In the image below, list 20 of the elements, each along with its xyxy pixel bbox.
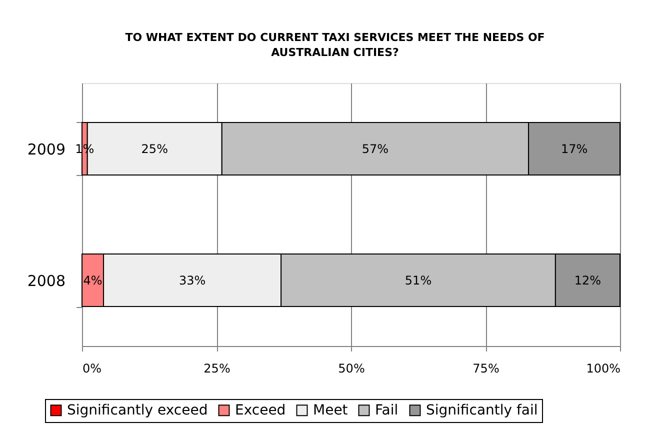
data-label: 33%	[178, 273, 206, 288]
x-tick-label: 100%	[586, 362, 620, 376]
data-label: 57%	[362, 142, 389, 156]
y-tick-label: 2009	[27, 140, 66, 158]
x-tick-label: 50%	[338, 362, 365, 376]
data-label: 25%	[141, 142, 168, 156]
legend-label: Exceed	[235, 402, 286, 418]
legend-label: Significantly exceed	[67, 402, 208, 418]
legend-label: Meet	[313, 402, 348, 418]
data-label: 4%	[83, 273, 102, 288]
data-label: 51%	[404, 273, 432, 288]
legend-label: Fail	[375, 402, 398, 418]
data-label: 12%	[574, 273, 602, 288]
x-tick-label: 75%	[472, 362, 500, 376]
x-tick-label: 0%	[82, 362, 102, 376]
x-tick-label: 25%	[204, 362, 230, 376]
y-tick-label: 2008	[27, 272, 66, 290]
chart-title: TO WHAT EXTENT DO CURRENT TAXI SERVICES MEET THE NEEDS OF AUSTRALIAN CITIES?	[125, 31, 545, 59]
data-label: 17%	[560, 142, 588, 156]
legend-label: Significantly fail	[426, 402, 538, 418]
